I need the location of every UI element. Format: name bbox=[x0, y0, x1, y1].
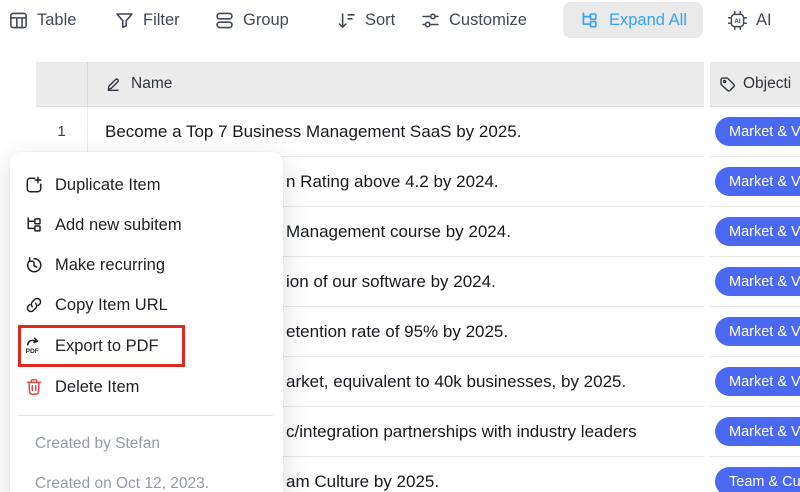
toolbar-customize-label: Customize bbox=[449, 10, 527, 29]
toolbar-group-label: Group bbox=[243, 10, 289, 29]
ai-chip-icon: AI bbox=[727, 10, 748, 31]
toolbar-sort-button[interactable]: Sort bbox=[336, 0, 395, 40]
link-icon bbox=[24, 295, 44, 315]
filter-icon bbox=[114, 10, 135, 31]
tag-icon bbox=[718, 75, 737, 94]
toolbar-filter-button[interactable]: Filter bbox=[114, 0, 180, 40]
objective-badge[interactable]: Market & V bbox=[715, 217, 800, 246]
objective-column-label: Objecti bbox=[743, 75, 792, 92]
objective-badge[interactable]: Market & V bbox=[715, 417, 800, 446]
group-icon bbox=[214, 10, 235, 31]
sort-icon bbox=[336, 10, 357, 31]
objective-badge[interactable]: Market & V bbox=[715, 117, 800, 146]
item-context-menu: Duplicate Item Add new subitem Make recu… bbox=[10, 152, 283, 492]
row-name[interactable]: am Culture by 2025. bbox=[88, 457, 704, 492]
menu-item-add-new-subitem[interactable]: Add new subitem bbox=[10, 205, 283, 245]
objective-badge[interactable]: Market & V bbox=[715, 167, 800, 196]
objective-badge[interactable]: Market & V bbox=[715, 267, 800, 296]
expand-all-tree-icon bbox=[579, 10, 600, 31]
subitem-tree-icon bbox=[24, 215, 44, 235]
edit-pencil-icon bbox=[105, 75, 123, 93]
row-objective-cell: Market & V bbox=[710, 107, 800, 157]
row-number: 1 bbox=[36, 107, 88, 157]
table-row[interactable]: 1 Become a Top 7 Business Management Saa… bbox=[0, 107, 800, 157]
toolbar-ai-label: AI bbox=[756, 10, 772, 29]
toolbar-group-button[interactable]: Group bbox=[214, 0, 289, 40]
customize-icon bbox=[420, 10, 441, 31]
export-pdf-icon: PDF bbox=[24, 336, 44, 356]
export-to-pdf-annotation-box: PDF Export to PDF bbox=[18, 325, 185, 367]
menu-item-label: Duplicate Item bbox=[55, 175, 161, 194]
toolbar-table-button[interactable]: Table bbox=[8, 0, 76, 40]
menu-item-copy-item-url[interactable]: Copy Item URL bbox=[10, 285, 283, 325]
menu-item-duplicate-item[interactable]: Duplicate Item bbox=[10, 165, 283, 205]
menu-item-export-to-pdf[interactable]: PDF Export to PDF bbox=[21, 328, 159, 364]
row-objective-cell: Market & V bbox=[710, 307, 800, 357]
trash-icon bbox=[24, 377, 44, 397]
row-objective-cell: Market & V bbox=[710, 257, 800, 307]
row-objective-cell: Team & Cu bbox=[710, 457, 800, 492]
svg-text:PDF: PDF bbox=[26, 348, 39, 355]
menu-item-make-recurring[interactable]: Make recurring bbox=[10, 245, 283, 285]
objective-badge[interactable]: Team & Cu bbox=[715, 467, 800, 492]
toolbar-table-label: Table bbox=[37, 10, 77, 29]
toolbar-customize-button[interactable]: Customize bbox=[420, 0, 527, 40]
row-number-column-header bbox=[36, 62, 87, 107]
row-objective-cell: Market & V bbox=[710, 407, 800, 457]
menu-item-delete-item[interactable]: Delete Item bbox=[10, 367, 283, 407]
menu-item-label: Make recurring bbox=[55, 255, 166, 274]
row-objective-cell: Market & V bbox=[710, 357, 800, 407]
objective-badge[interactable]: Market & V bbox=[715, 367, 800, 396]
menu-item-label: Add new subitem bbox=[55, 215, 182, 234]
svg-text:AI: AI bbox=[734, 17, 741, 24]
menu-item-label: Export to PDF bbox=[55, 336, 159, 355]
table-icon bbox=[8, 10, 29, 31]
toolbar-filter-label: Filter bbox=[143, 10, 180, 29]
created-on-text: Created on Oct 12, 2023. bbox=[35, 475, 210, 492]
recurring-history-icon bbox=[24, 255, 44, 275]
duplicate-icon bbox=[24, 175, 44, 195]
row-name[interactable]: Become a Top 7 Business Management SaaS … bbox=[88, 107, 704, 157]
created-by-text: Created by Stefan bbox=[35, 435, 160, 452]
row-objective-cell: Market & V bbox=[710, 207, 800, 257]
toolbar-ai-button[interactable]: AI AI bbox=[727, 0, 772, 40]
toolbar-expand-all-button[interactable]: Expand All bbox=[563, 2, 703, 38]
menu-divider bbox=[18, 415, 273, 416]
objective-badge[interactable]: Market & V bbox=[715, 317, 800, 346]
toolbar-expand-all-label: Expand All bbox=[609, 10, 687, 29]
row-objective-cell: Market & V bbox=[710, 157, 800, 207]
menu-item-label: Delete Item bbox=[55, 377, 140, 396]
view-toolbar: Table Filter Group Sort Customize bbox=[0, 0, 800, 44]
menu-item-label: Copy Item URL bbox=[55, 295, 168, 314]
objective-column-header[interactable]: Objecti bbox=[710, 62, 800, 107]
toolbar-sort-label: Sort bbox=[365, 10, 396, 29]
name-column-header[interactable]: Name bbox=[87, 62, 704, 107]
name-column-label: Name bbox=[131, 75, 173, 92]
